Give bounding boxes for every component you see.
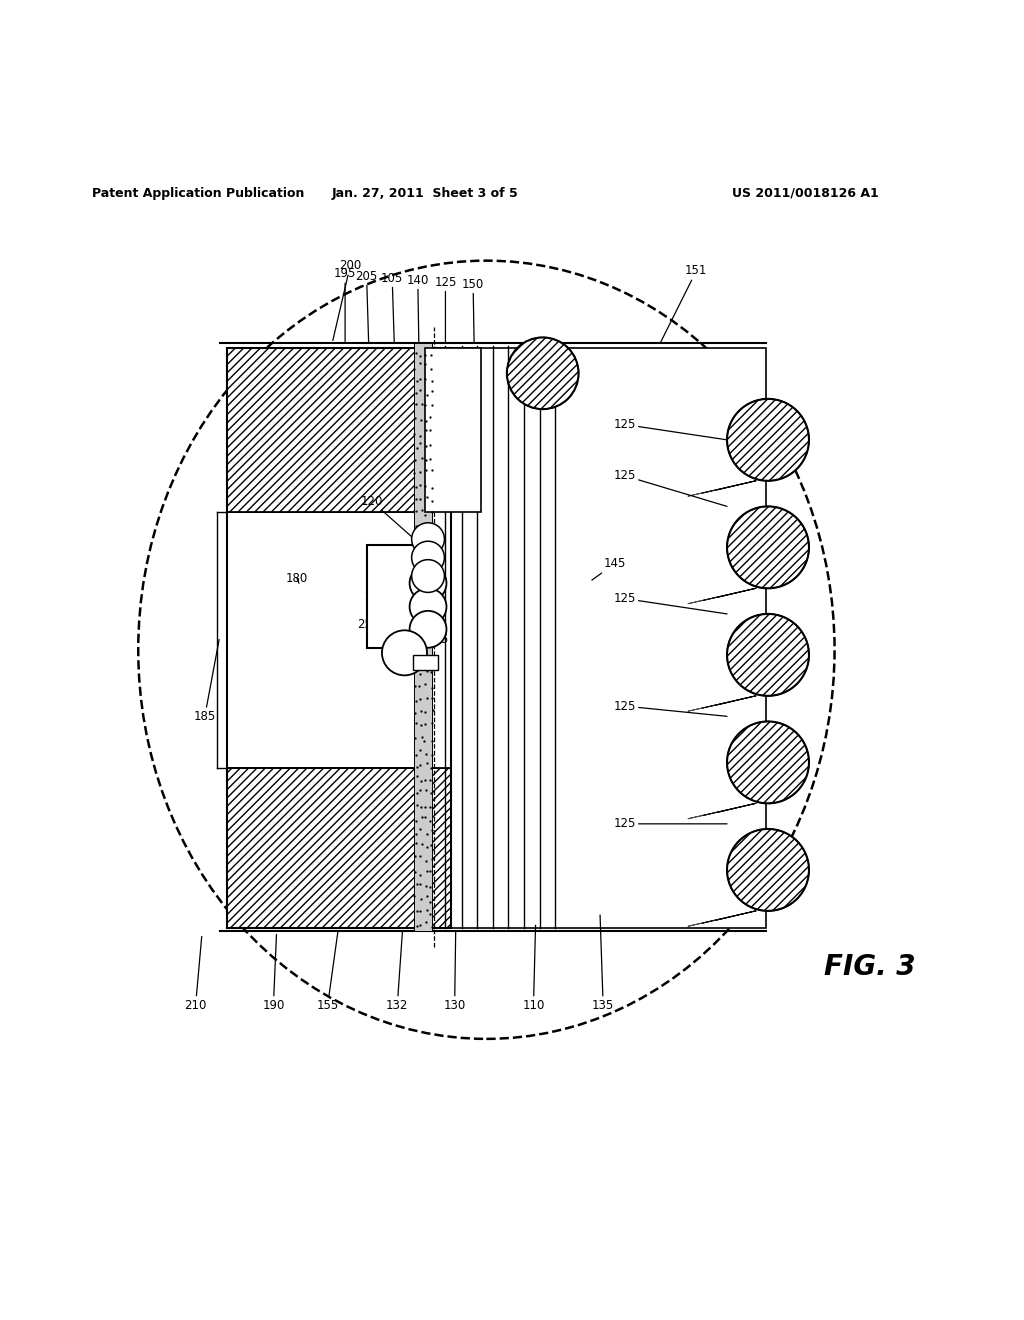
Text: 132: 132: [386, 932, 409, 1011]
Bar: [367, 545, 423, 648]
Text: Patent Application Publication: Patent Application Publication: [92, 186, 304, 199]
Text: 210: 210: [184, 936, 207, 1011]
Text: 130: 130: [443, 932, 466, 1011]
Text: 135: 135: [592, 915, 614, 1011]
Text: 140: 140: [407, 273, 429, 343]
Bar: [414, 343, 432, 932]
Bar: [227, 347, 451, 928]
Text: 190: 190: [262, 935, 285, 1011]
Circle shape: [412, 523, 444, 556]
Text: 320: 320: [368, 594, 417, 663]
Text: 120: 120: [360, 495, 426, 549]
Text: 255: 255: [357, 618, 399, 639]
Text: 151: 151: [660, 264, 708, 343]
Text: 105: 105: [381, 272, 403, 343]
Bar: [425, 347, 481, 512]
Bar: [413, 655, 438, 671]
Bar: [227, 347, 420, 512]
Circle shape: [727, 829, 809, 911]
Circle shape: [412, 560, 444, 593]
Text: 125: 125: [613, 817, 727, 830]
Text: 125: 125: [427, 619, 450, 645]
Text: 180: 180: [286, 572, 308, 585]
Text: 125: 125: [434, 276, 457, 343]
Circle shape: [727, 399, 809, 480]
Text: 185: 185: [194, 639, 219, 723]
Text: 260: 260: [365, 590, 401, 649]
Text: 125: 125: [613, 469, 727, 507]
Text: 140: 140: [371, 552, 423, 598]
Bar: [227, 347, 420, 512]
Circle shape: [412, 541, 444, 574]
Text: Jan. 27, 2011  Sheet 3 of 5: Jan. 27, 2011 Sheet 3 of 5: [332, 186, 518, 199]
Circle shape: [410, 589, 446, 626]
Text: 155: 155: [316, 932, 339, 1011]
Circle shape: [727, 507, 809, 589]
Circle shape: [727, 614, 809, 696]
Circle shape: [410, 611, 446, 648]
Circle shape: [382, 631, 427, 676]
Bar: [227, 767, 451, 928]
Text: 195: 195: [334, 268, 356, 342]
Text: 205: 205: [355, 269, 378, 343]
Bar: [227, 512, 451, 767]
Text: 150: 150: [462, 277, 484, 343]
Text: FIG. 3: FIG. 3: [824, 953, 915, 981]
Bar: [227, 767, 451, 928]
Text: 145: 145: [592, 557, 626, 579]
Text: 125: 125: [613, 593, 727, 614]
Text: 125: 125: [613, 700, 727, 717]
Text: 200: 200: [333, 259, 361, 341]
Circle shape: [410, 565, 446, 602]
Text: 110: 110: [522, 925, 545, 1011]
Circle shape: [727, 722, 809, 804]
Bar: [432, 347, 766, 928]
Circle shape: [507, 338, 579, 409]
Text: 125: 125: [613, 418, 727, 440]
Text: US 2011/0018126 A1: US 2011/0018126 A1: [732, 186, 879, 199]
